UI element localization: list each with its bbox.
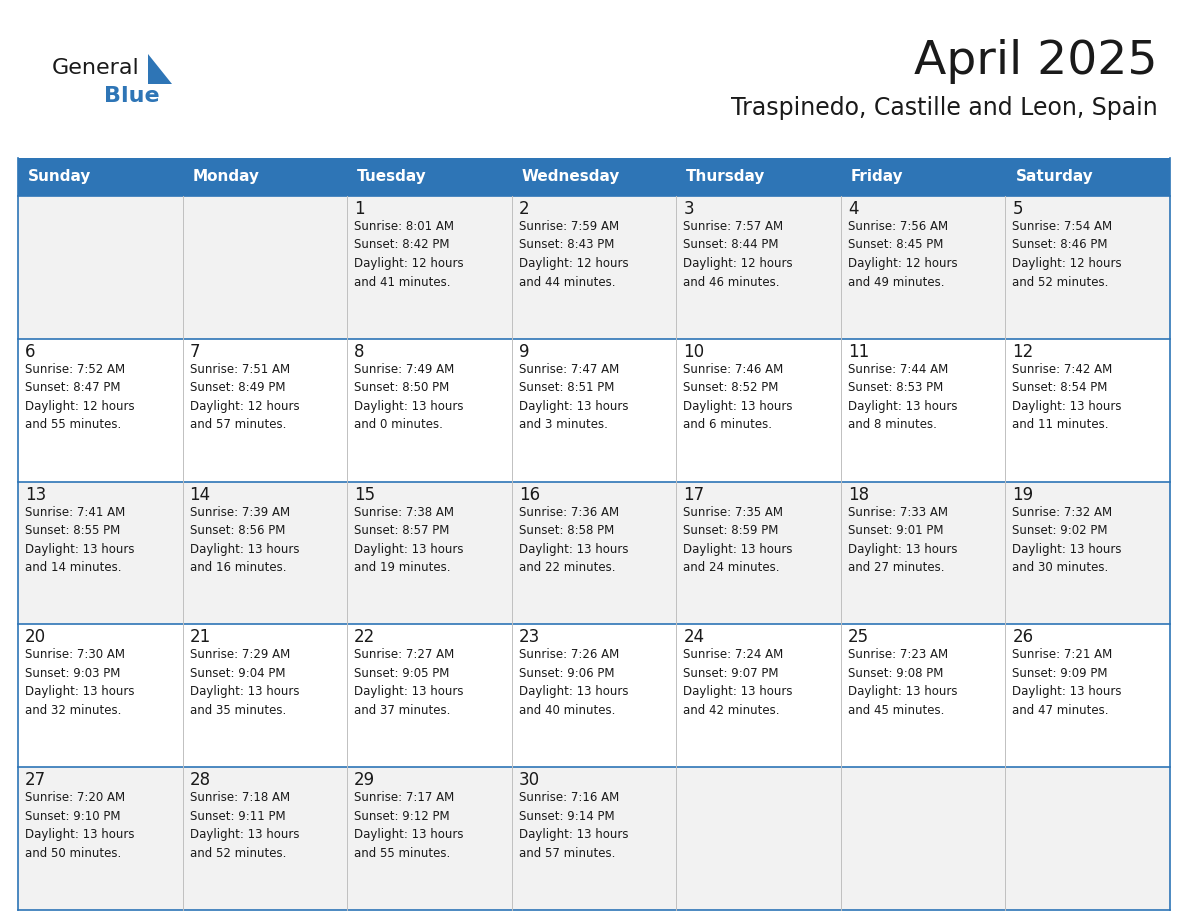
Text: Sunrise: 7:16 AM
Sunset: 9:14 PM
Daylight: 13 hours
and 57 minutes.: Sunrise: 7:16 AM Sunset: 9:14 PM Dayligh… [519, 791, 628, 859]
Text: Sunrise: 7:41 AM
Sunset: 8:55 PM
Daylight: 13 hours
and 14 minutes.: Sunrise: 7:41 AM Sunset: 8:55 PM Dayligh… [25, 506, 134, 574]
Text: Sunrise: 7:49 AM
Sunset: 8:50 PM
Daylight: 13 hours
and 0 minutes.: Sunrise: 7:49 AM Sunset: 8:50 PM Dayligh… [354, 363, 463, 431]
Text: Sunrise: 7:56 AM
Sunset: 8:45 PM
Daylight: 12 hours
and 49 minutes.: Sunrise: 7:56 AM Sunset: 8:45 PM Dayligh… [848, 220, 958, 288]
Text: Sunrise: 7:57 AM
Sunset: 8:44 PM
Daylight: 12 hours
and 46 minutes.: Sunrise: 7:57 AM Sunset: 8:44 PM Dayligh… [683, 220, 792, 288]
Text: 1: 1 [354, 200, 365, 218]
Text: 28: 28 [190, 771, 210, 789]
Bar [18, 624, 1170, 767]
Text: Sunrise: 7:35 AM
Sunset: 8:59 PM
Daylight: 13 hours
and 24 minutes.: Sunrise: 7:35 AM Sunset: 8:59 PM Dayligh… [683, 506, 792, 574]
Text: 18: 18 [848, 486, 868, 504]
Bar [18, 158, 1170, 196]
Text: Sunrise: 7:42 AM
Sunset: 8:54 PM
Daylight: 13 hours
and 11 minutes.: Sunrise: 7:42 AM Sunset: 8:54 PM Dayligh… [1012, 363, 1121, 431]
Text: 25: 25 [848, 629, 868, 646]
Text: Sunrise: 7:30 AM
Sunset: 9:03 PM
Daylight: 13 hours
and 32 minutes.: Sunrise: 7:30 AM Sunset: 9:03 PM Dayligh… [25, 648, 134, 717]
Polygon shape [148, 54, 172, 84]
Text: April 2025: April 2025 [915, 39, 1158, 84]
Bar [18, 767, 1170, 910]
Text: 17: 17 [683, 486, 704, 504]
Text: Sunrise: 7:39 AM
Sunset: 8:56 PM
Daylight: 13 hours
and 16 minutes.: Sunrise: 7:39 AM Sunset: 8:56 PM Dayligh… [190, 506, 299, 574]
Text: 26: 26 [1012, 629, 1034, 646]
Text: 13: 13 [25, 486, 46, 504]
Text: Sunrise: 7:33 AM
Sunset: 9:01 PM
Daylight: 13 hours
and 27 minutes.: Sunrise: 7:33 AM Sunset: 9:01 PM Dayligh… [848, 506, 958, 574]
Text: 23: 23 [519, 629, 541, 646]
Text: 4: 4 [848, 200, 859, 218]
Text: 27: 27 [25, 771, 46, 789]
Text: 9: 9 [519, 342, 529, 361]
Text: Sunrise: 8:01 AM
Sunset: 8:42 PM
Daylight: 12 hours
and 41 minutes.: Sunrise: 8:01 AM Sunset: 8:42 PM Dayligh… [354, 220, 463, 288]
Text: Sunrise: 7:18 AM
Sunset: 9:11 PM
Daylight: 13 hours
and 52 minutes.: Sunrise: 7:18 AM Sunset: 9:11 PM Dayligh… [190, 791, 299, 859]
Text: Sunrise: 7:17 AM
Sunset: 9:12 PM
Daylight: 13 hours
and 55 minutes.: Sunrise: 7:17 AM Sunset: 9:12 PM Dayligh… [354, 791, 463, 859]
Text: Sunrise: 7:51 AM
Sunset: 8:49 PM
Daylight: 12 hours
and 57 minutes.: Sunrise: 7:51 AM Sunset: 8:49 PM Dayligh… [190, 363, 299, 431]
Text: Sunrise: 7:52 AM
Sunset: 8:47 PM
Daylight: 12 hours
and 55 minutes.: Sunrise: 7:52 AM Sunset: 8:47 PM Dayligh… [25, 363, 134, 431]
Text: Sunrise: 7:59 AM
Sunset: 8:43 PM
Daylight: 12 hours
and 44 minutes.: Sunrise: 7:59 AM Sunset: 8:43 PM Dayligh… [519, 220, 628, 288]
Bar [18, 482, 1170, 624]
Text: Traspinedo, Castille and Leon, Spain: Traspinedo, Castille and Leon, Spain [732, 96, 1158, 120]
Text: 20: 20 [25, 629, 46, 646]
Text: 2: 2 [519, 200, 530, 218]
Text: 30: 30 [519, 771, 539, 789]
Text: Sunrise: 7:24 AM
Sunset: 9:07 PM
Daylight: 13 hours
and 42 minutes.: Sunrise: 7:24 AM Sunset: 9:07 PM Dayligh… [683, 648, 792, 717]
Text: Monday: Monday [192, 170, 259, 185]
Text: Sunday: Sunday [29, 170, 91, 185]
Text: 22: 22 [354, 629, 375, 646]
Bar [18, 339, 1170, 482]
Text: Sunrise: 7:47 AM
Sunset: 8:51 PM
Daylight: 13 hours
and 3 minutes.: Sunrise: 7:47 AM Sunset: 8:51 PM Dayligh… [519, 363, 628, 431]
Text: 10: 10 [683, 342, 704, 361]
Text: 19: 19 [1012, 486, 1034, 504]
Text: 16: 16 [519, 486, 539, 504]
Text: Thursday: Thursday [687, 170, 765, 185]
Text: General: General [52, 58, 140, 78]
Text: Sunrise: 7:26 AM
Sunset: 9:06 PM
Daylight: 13 hours
and 40 minutes.: Sunrise: 7:26 AM Sunset: 9:06 PM Dayligh… [519, 648, 628, 717]
Text: 24: 24 [683, 629, 704, 646]
Text: Wednesday: Wednesday [522, 170, 620, 185]
Text: Sunrise: 7:38 AM
Sunset: 8:57 PM
Daylight: 13 hours
and 19 minutes.: Sunrise: 7:38 AM Sunset: 8:57 PM Dayligh… [354, 506, 463, 574]
Text: 14: 14 [190, 486, 210, 504]
Text: Sunrise: 7:23 AM
Sunset: 9:08 PM
Daylight: 13 hours
and 45 minutes.: Sunrise: 7:23 AM Sunset: 9:08 PM Dayligh… [848, 648, 958, 717]
Text: 29: 29 [354, 771, 375, 789]
Text: Blue: Blue [105, 86, 159, 106]
Text: Friday: Friday [851, 170, 904, 185]
Text: Sunrise: 7:46 AM
Sunset: 8:52 PM
Daylight: 13 hours
and 6 minutes.: Sunrise: 7:46 AM Sunset: 8:52 PM Dayligh… [683, 363, 792, 431]
Text: Sunrise: 7:27 AM
Sunset: 9:05 PM
Daylight: 13 hours
and 37 minutes.: Sunrise: 7:27 AM Sunset: 9:05 PM Dayligh… [354, 648, 463, 717]
Text: Saturday: Saturday [1016, 170, 1093, 185]
Text: Sunrise: 7:29 AM
Sunset: 9:04 PM
Daylight: 13 hours
and 35 minutes.: Sunrise: 7:29 AM Sunset: 9:04 PM Dayligh… [190, 648, 299, 717]
Text: Sunrise: 7:21 AM
Sunset: 9:09 PM
Daylight: 13 hours
and 47 minutes.: Sunrise: 7:21 AM Sunset: 9:09 PM Dayligh… [1012, 648, 1121, 717]
Text: Sunrise: 7:32 AM
Sunset: 9:02 PM
Daylight: 13 hours
and 30 minutes.: Sunrise: 7:32 AM Sunset: 9:02 PM Dayligh… [1012, 506, 1121, 574]
Text: 12: 12 [1012, 342, 1034, 361]
Text: Sunrise: 7:36 AM
Sunset: 8:58 PM
Daylight: 13 hours
and 22 minutes.: Sunrise: 7:36 AM Sunset: 8:58 PM Dayligh… [519, 506, 628, 574]
Text: Sunrise: 7:54 AM
Sunset: 8:46 PM
Daylight: 12 hours
and 52 minutes.: Sunrise: 7:54 AM Sunset: 8:46 PM Dayligh… [1012, 220, 1121, 288]
Text: 3: 3 [683, 200, 694, 218]
Text: 21: 21 [190, 629, 210, 646]
Text: 15: 15 [354, 486, 375, 504]
Text: 11: 11 [848, 342, 870, 361]
Text: Sunrise: 7:20 AM
Sunset: 9:10 PM
Daylight: 13 hours
and 50 minutes.: Sunrise: 7:20 AM Sunset: 9:10 PM Dayligh… [25, 791, 134, 859]
Text: Tuesday: Tuesday [358, 170, 426, 185]
Text: 6: 6 [25, 342, 36, 361]
Text: Sunrise: 7:44 AM
Sunset: 8:53 PM
Daylight: 13 hours
and 8 minutes.: Sunrise: 7:44 AM Sunset: 8:53 PM Dayligh… [848, 363, 958, 431]
Text: 7: 7 [190, 342, 200, 361]
Text: 8: 8 [354, 342, 365, 361]
Text: 5: 5 [1012, 200, 1023, 218]
Bar [18, 196, 1170, 339]
